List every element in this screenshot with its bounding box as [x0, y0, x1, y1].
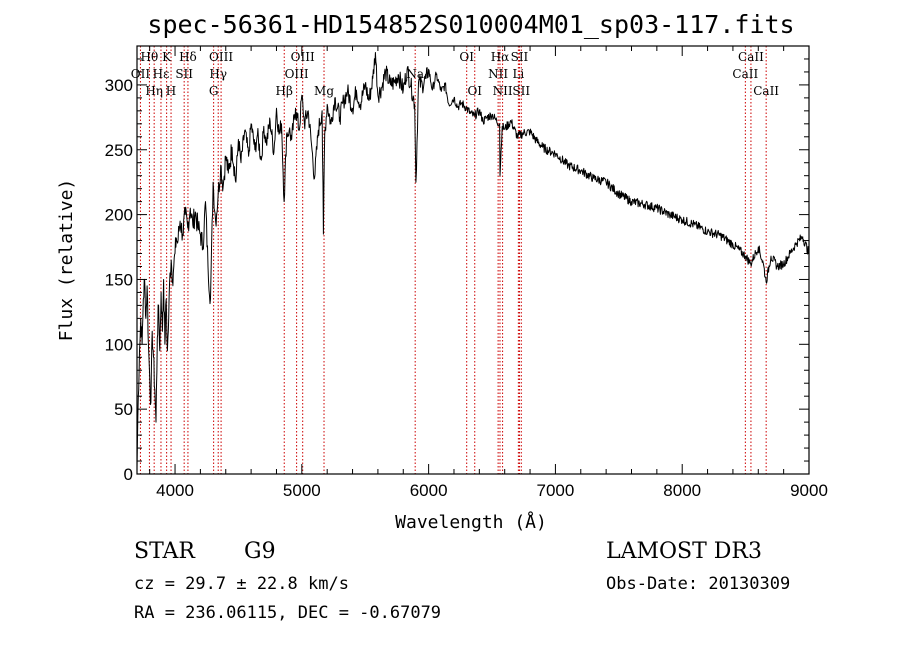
- obs-date-text: Obs-Date: 20130309: [606, 574, 791, 594]
- y-tick-label: 100: [105, 335, 133, 354]
- object-class: STAR: [134, 539, 195, 564]
- line-label-26: CaII: [753, 84, 779, 98]
- y-tick-label: 250: [105, 141, 133, 160]
- line-label-23: SII: [512, 84, 530, 98]
- spectrum-line: [136, 52, 810, 468]
- plot-frame: [136, 45, 810, 475]
- survey-name: LAMOST DR3: [606, 539, 762, 564]
- line-label-3: K: [162, 50, 172, 64]
- chart-title: spec-56361-HD154852S010004M01_sp03-117.f…: [147, 10, 794, 39]
- line-label-6: Hδ: [179, 50, 197, 64]
- x-tick-label: 9000: [790, 481, 828, 500]
- line-label-11: Hβ: [276, 84, 293, 98]
- coords-text: RA = 236.06115, DEC = -0.67079: [134, 603, 442, 623]
- y-tick-label: 0: [124, 465, 133, 484]
- x-axis-label: Wavelength (Å): [395, 511, 547, 533]
- line-label-24: CaII: [738, 50, 764, 64]
- line-label-25: CaII: [732, 67, 758, 81]
- y-tick-label: 150: [105, 270, 133, 289]
- axis-ticks: 4000 5000 6000 7000 8000 9000 0 50 100 150 200 250 3…: [105, 46, 828, 500]
- x-tick-label: 5000: [283, 481, 321, 500]
- line-label-15: Na: [406, 67, 424, 81]
- spectrum-series: [136, 52, 810, 468]
- y-axis-label: Flux (relative): [56, 179, 77, 342]
- line-label-8: OIII: [209, 50, 233, 64]
- object-subclass: G9: [244, 539, 276, 564]
- x-tick-label: 8000: [663, 481, 701, 500]
- line-label-14: Mg: [314, 84, 334, 98]
- line-label-5: H: [166, 84, 176, 98]
- spectral-line-labels: Hθ OII Hη K Hε H Hδ SII OIII Hγ G Hβ OIII OIII Mg Na OI O…: [131, 50, 780, 98]
- x-tick-label: 4000: [156, 481, 194, 500]
- line-label-17: OI: [467, 84, 482, 98]
- y-tick-label: 200: [105, 206, 133, 225]
- redshift-text: cz = 29.7 ± 22.8 km/s: [134, 574, 349, 594]
- line-label-13: OIII: [285, 67, 309, 81]
- spectral-line-markers: [139, 46, 767, 474]
- line-label-9: Hγ: [209, 67, 227, 81]
- line-label-4: Hε: [153, 67, 170, 81]
- line-label-10: G: [209, 84, 219, 98]
- x-tick-label: 7000: [537, 481, 575, 500]
- line-label-19: NII: [488, 67, 508, 81]
- line-label-20: NII: [493, 84, 513, 98]
- y-tick-label: 50: [114, 400, 133, 419]
- line-label-7: SII: [175, 67, 193, 81]
- y-tick-label: 300: [105, 76, 133, 95]
- line-label-0: Hθ: [141, 50, 159, 64]
- line-label-22: Li: [512, 67, 524, 81]
- x-tick-label: 6000: [410, 481, 448, 500]
- line-label-16: OI: [459, 50, 474, 64]
- line-label-1: OII: [131, 67, 151, 81]
- line-label-18: Hα: [491, 50, 510, 64]
- line-label-2: Hη: [145, 84, 163, 98]
- line-label-12: OIII: [291, 50, 315, 64]
- line-label-21: SII: [511, 50, 529, 64]
